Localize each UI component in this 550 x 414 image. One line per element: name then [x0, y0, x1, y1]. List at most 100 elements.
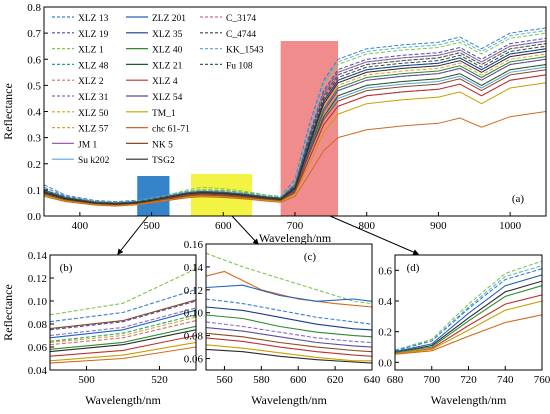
legend-label: XLZ 19	[78, 30, 109, 40]
x-tick-label: 740	[497, 374, 514, 386]
x-axis-title: Wavelength/nm	[85, 393, 161, 407]
series-line-xlz-13	[206, 298, 372, 325]
series-line-xlz-40	[50, 325, 196, 350]
x-tick-label: 560	[216, 374, 233, 386]
x-tick-label: 700	[287, 220, 304, 232]
y-tick-label: 0.16	[184, 239, 204, 251]
legend-label: XLZ 2	[78, 77, 104, 87]
series-line-tsg2	[395, 280, 542, 353]
panel-c: 560 580 600 620 640 0.06 0.08 0.10 0.12 0.14 0.16 W…	[184, 239, 381, 407]
panel-b: 500 520 0.04 0.06 0.08 0.10 0.12 0.14 Wavelength…	[1, 250, 197, 407]
plot-frame	[205, 243, 373, 371]
legend-label: C_3174	[226, 14, 256, 24]
series-line-tsg2	[206, 348, 372, 364]
legend-label: JM 1	[78, 140, 98, 150]
x-axis-title: Wavelengh/nm	[259, 231, 332, 245]
x-tick-label: 580	[253, 374, 270, 386]
y-tick-label: 0.08	[184, 331, 204, 343]
legend-label: XLZ 50	[78, 109, 109, 119]
x-tick-label: 1000	[499, 220, 522, 232]
x-tick-label: 400	[72, 220, 89, 232]
series-line-xlz-1	[395, 260, 542, 351]
series-line-xlz-4	[206, 337, 372, 357]
x-tick-label: 600	[290, 374, 307, 386]
series-line-zlz-201	[50, 309, 196, 339]
series-line-tm-1	[395, 300, 542, 355]
legend-label: TM_1	[152, 109, 176, 119]
legend-label: XLZ 21	[152, 61, 183, 71]
series-line-xlz-48	[50, 314, 196, 342]
series-line-xlz-13	[395, 268, 542, 352]
series-line-kk-1543	[44, 30, 546, 203]
panel-label: (c)	[304, 251, 317, 263]
series-line-xlz-13	[44, 27, 546, 203]
series-line-chc-61-71	[395, 314, 542, 355]
y-tick-label: 0.14	[28, 250, 48, 262]
legend-label: chc 61-71	[152, 125, 190, 135]
legend-label: XLZ 13	[78, 14, 109, 24]
x-tick-label: 800	[358, 220, 375, 232]
series-line-chc-61-71	[50, 346, 196, 364]
series-line-tm-1	[50, 341, 196, 362]
series-line-nk-5	[206, 332, 372, 353]
x-tick-label: 500	[78, 374, 95, 386]
series-line-xlz-19	[50, 300, 196, 331]
panel-label: (d)	[407, 262, 420, 274]
y-tick-label: 0.12	[28, 273, 47, 285]
x-tick-label: 520	[151, 374, 168, 386]
x-tick-label: 500	[143, 220, 160, 232]
y-tick-label: 0.4	[27, 107, 41, 119]
y-tick-label: 0.0	[27, 211, 41, 223]
y-tick-label: 0.12	[184, 285, 203, 297]
y-tick-label: 0.3	[27, 133, 41, 145]
series-line-xlz-1	[206, 252, 372, 305]
y-axis-title: Reflectance	[1, 284, 15, 341]
y-tick-label: 0.10	[184, 308, 204, 320]
series-line-zlz-201	[395, 274, 542, 353]
legend-label: Fu 108	[226, 61, 253, 71]
legend-label: XLZ 54	[152, 93, 183, 103]
legend-label: NK 5	[152, 140, 173, 150]
x-tick-label: 640	[364, 374, 381, 386]
y-tick-label: 0.08	[28, 319, 48, 331]
series-line-xlz-40	[395, 285, 542, 354]
series-line-chc-61-71	[206, 270, 372, 308]
legend-label: Su k202	[78, 156, 110, 166]
y-tick-label: 0.06	[184, 354, 204, 366]
series-line-fu-108	[44, 43, 546, 204]
panel-d: 680 700 720 740 760 0.0 0.2 0.4 0.6 Wavelength/nm…	[378, 254, 550, 407]
series-line-tsg2	[44, 50, 546, 205]
series-line-xlz-40	[206, 314, 372, 338]
legend-label: XLZ 57	[78, 125, 109, 135]
panel-label: (a)	[512, 193, 525, 205]
series-line-xlz-4	[395, 294, 542, 355]
series-line-xlz-31	[50, 307, 196, 337]
x-tick-label: 680	[387, 374, 404, 386]
y-tick-label: 0.7	[27, 28, 41, 40]
legend-label: ZLZ 201	[152, 14, 186, 24]
legend-label: KK_1543	[226, 46, 264, 56]
series-line-xlz-13	[50, 288, 196, 323]
y-tick-label: 0.0	[378, 357, 392, 369]
x-tick-label: 760	[534, 374, 550, 386]
x-tick-label: 720	[460, 374, 477, 386]
zoom-arrow-3	[329, 215, 420, 255]
y-tick-label: 0.10	[28, 296, 48, 308]
series-line-xlz-1	[50, 268, 196, 316]
x-tick-label: 620	[327, 374, 344, 386]
series-line-xlz-57	[50, 316, 196, 343]
series-line-xlz-31	[206, 321, 372, 344]
legend: XLZ 13 XLZ 19 XLZ 1 XLZ 48 XLZ 2 XLZ 31 XLZ 50…	[52, 14, 264, 166]
legend-label: XLZ 31	[78, 93, 109, 103]
legend-label: XLZ 48	[78, 61, 109, 71]
legend-label: XLZ 40	[152, 46, 183, 56]
series-line-xlz-2	[50, 320, 196, 346]
y-tick-label: 0.14	[184, 262, 204, 274]
legend-label: XLZ 35	[152, 30, 183, 40]
series-line-kk-1543	[395, 265, 542, 351]
x-tick-label: 700	[424, 374, 441, 386]
y-tick-label: 0.1	[27, 185, 41, 197]
y-tick-label: 0.5	[27, 80, 41, 92]
